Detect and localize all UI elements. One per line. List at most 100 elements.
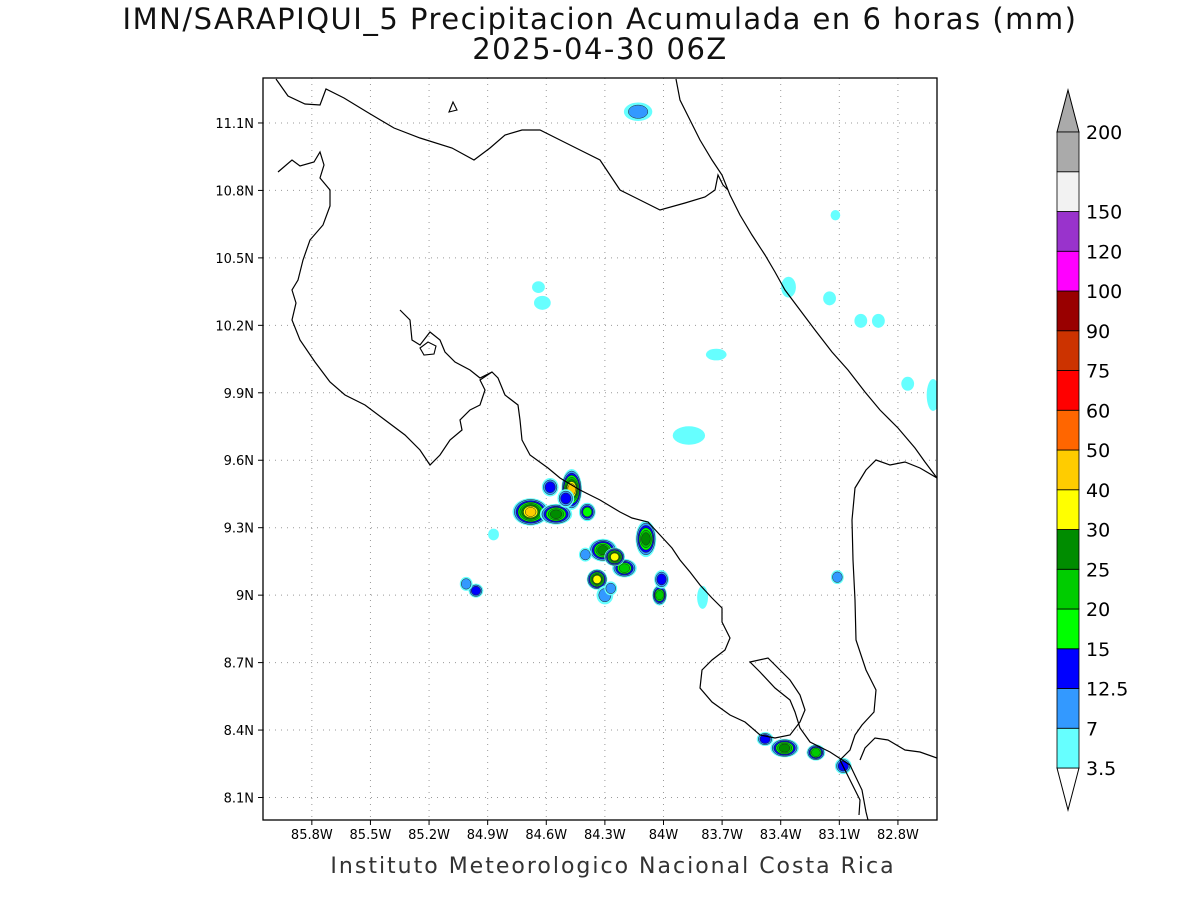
lon-tick-label: 84W — [649, 828, 679, 843]
colorbar-swatch — [1056, 449, 1080, 491]
lon-tick-label: 85.2W — [408, 828, 450, 843]
panama-border — [839, 459, 937, 816]
precip-contour — [854, 313, 868, 328]
lon-tick-label: 83.1W — [818, 828, 860, 843]
precip-contour — [705, 348, 727, 361]
colorbar-label: 40 — [1086, 480, 1110, 502]
chart-timestamp: 2025-04-30 06Z — [472, 32, 728, 66]
precip-contour — [641, 532, 651, 546]
lake-nicaragua-shore — [275, 78, 729, 211]
lat-tick-label: 11.1N — [215, 117, 254, 132]
colorbar-swatch — [1056, 250, 1080, 292]
precip-contour — [628, 104, 649, 119]
colorbar-label: 150 — [1086, 202, 1122, 224]
lat-tick-label: 9.6N — [224, 454, 254, 469]
colorbar-swatch — [1056, 171, 1080, 212]
colorbar-label: 90 — [1086, 321, 1110, 343]
colorbar-swatch — [1056, 370, 1080, 411]
colorbar-lower-extend — [1056, 767, 1080, 812]
panama-pacific-coast — [859, 737, 937, 761]
colorbar-label: 3.5 — [1086, 758, 1116, 780]
lat-tick-label: 10.5N — [215, 252, 254, 267]
coastline — [275, 78, 937, 820]
precip-contour — [461, 578, 472, 590]
precip-contour — [582, 506, 593, 518]
ometepe-island — [448, 100, 458, 113]
colorbar-label: 15 — [1086, 639, 1110, 661]
colorbar-label: 100 — [1086, 281, 1122, 303]
colorbar-label: 30 — [1086, 520, 1110, 542]
lat-tick-label: 9N — [236, 589, 254, 604]
lat-tick-label: 8.1N — [224, 792, 254, 807]
colorbar-swatch — [1056, 131, 1080, 173]
colorbar: 3.5 7 12.5 15 20 25 30 40 50 60 75 90 100 120 150 200 — [1056, 88, 1128, 812]
osa-peninsula — [748, 657, 869, 820]
precip-contour — [823, 291, 836, 306]
colorbar-label: 7 — [1086, 718, 1098, 740]
lon-tick-label: 85.5W — [350, 828, 392, 843]
colorbar-swatch — [1056, 489, 1080, 530]
colorbar-swatch — [1056, 529, 1080, 570]
precip-contour — [901, 376, 915, 391]
lat-tick-label: 10.2N — [215, 319, 254, 334]
precip-contour — [580, 549, 591, 561]
colorbar-upper-extend — [1056, 88, 1080, 133]
lon-tick-label: 84.6W — [525, 828, 567, 843]
map-axes: 85.8W 85.5W 85.2W 84.9W 84.6W 84.3W 84W 83.7W 83… — [215, 117, 919, 843]
precip-contour — [618, 563, 630, 573]
precip-contour — [672, 426, 706, 445]
precip-contour — [560, 492, 572, 505]
lon-tick-label: 83.4W — [760, 828, 802, 843]
gulf-of-nicoya — [399, 309, 493, 379]
precip-contour — [656, 573, 667, 586]
lat-tick-label: 9.3N — [224, 522, 254, 537]
colorbar-swatch — [1056, 568, 1080, 610]
colorbar-label: 25 — [1086, 559, 1110, 581]
chart-title: IMN/SARAPIQUI_5 Precipitacion Acumulada … — [122, 2, 1078, 36]
chira-island — [419, 341, 437, 356]
precip-contour — [811, 748, 821, 757]
colorbar-swatch — [1056, 648, 1080, 689]
lon-tick-label: 85.8W — [291, 828, 333, 843]
lon-tick-label: 84.9W — [467, 828, 509, 843]
precip-contour — [549, 509, 563, 519]
colorbar-label: 12.5 — [1086, 679, 1128, 701]
colorbar-swatch — [1056, 330, 1080, 371]
lon-tick-label: 84.3W — [584, 828, 626, 843]
map-grid — [263, 78, 937, 820]
precip-contour — [610, 552, 620, 562]
precip-contour — [605, 582, 616, 594]
precip-contour — [871, 313, 885, 328]
credit-text: Instituto Meteorologico Nacional Costa R… — [330, 854, 896, 879]
precip-contour — [655, 590, 664, 601]
colorbar-label: 75 — [1086, 361, 1110, 383]
lat-tick-label: 10.8N — [215, 184, 254, 199]
precip-contour — [532, 281, 545, 293]
precip-contour — [830, 209, 841, 221]
lon-tick-label: 83.7W — [701, 828, 743, 843]
precip-contour — [534, 295, 551, 310]
colorbar-swatch — [1056, 211, 1080, 252]
precipitation-field — [459, 102, 937, 775]
colorbar-label: 50 — [1086, 440, 1110, 462]
pacific-coast-north — [277, 150, 753, 729]
colorbar-swatch — [1056, 290, 1080, 332]
lat-tick-label: 9.9N — [224, 387, 254, 402]
precip-contour — [926, 379, 937, 412]
precip-contour — [592, 575, 602, 584]
precip-contour — [697, 585, 708, 609]
precip-contour — [488, 528, 499, 541]
colorbar-swatch — [1056, 727, 1080, 769]
colorbar-swatch — [1056, 608, 1080, 650]
precip-contour — [779, 743, 791, 753]
caribbean-coast — [675, 78, 937, 479]
colorbar-swatch — [1056, 688, 1080, 729]
precip-contour — [471, 585, 481, 596]
lat-tick-label: 8.4N — [224, 724, 254, 739]
plot-frame — [262, 77, 938, 821]
lon-tick-label: 82.8W — [877, 828, 919, 843]
colorbar-label: 20 — [1086, 599, 1110, 621]
precip-contour — [524, 507, 537, 517]
precip-contour — [544, 481, 556, 493]
